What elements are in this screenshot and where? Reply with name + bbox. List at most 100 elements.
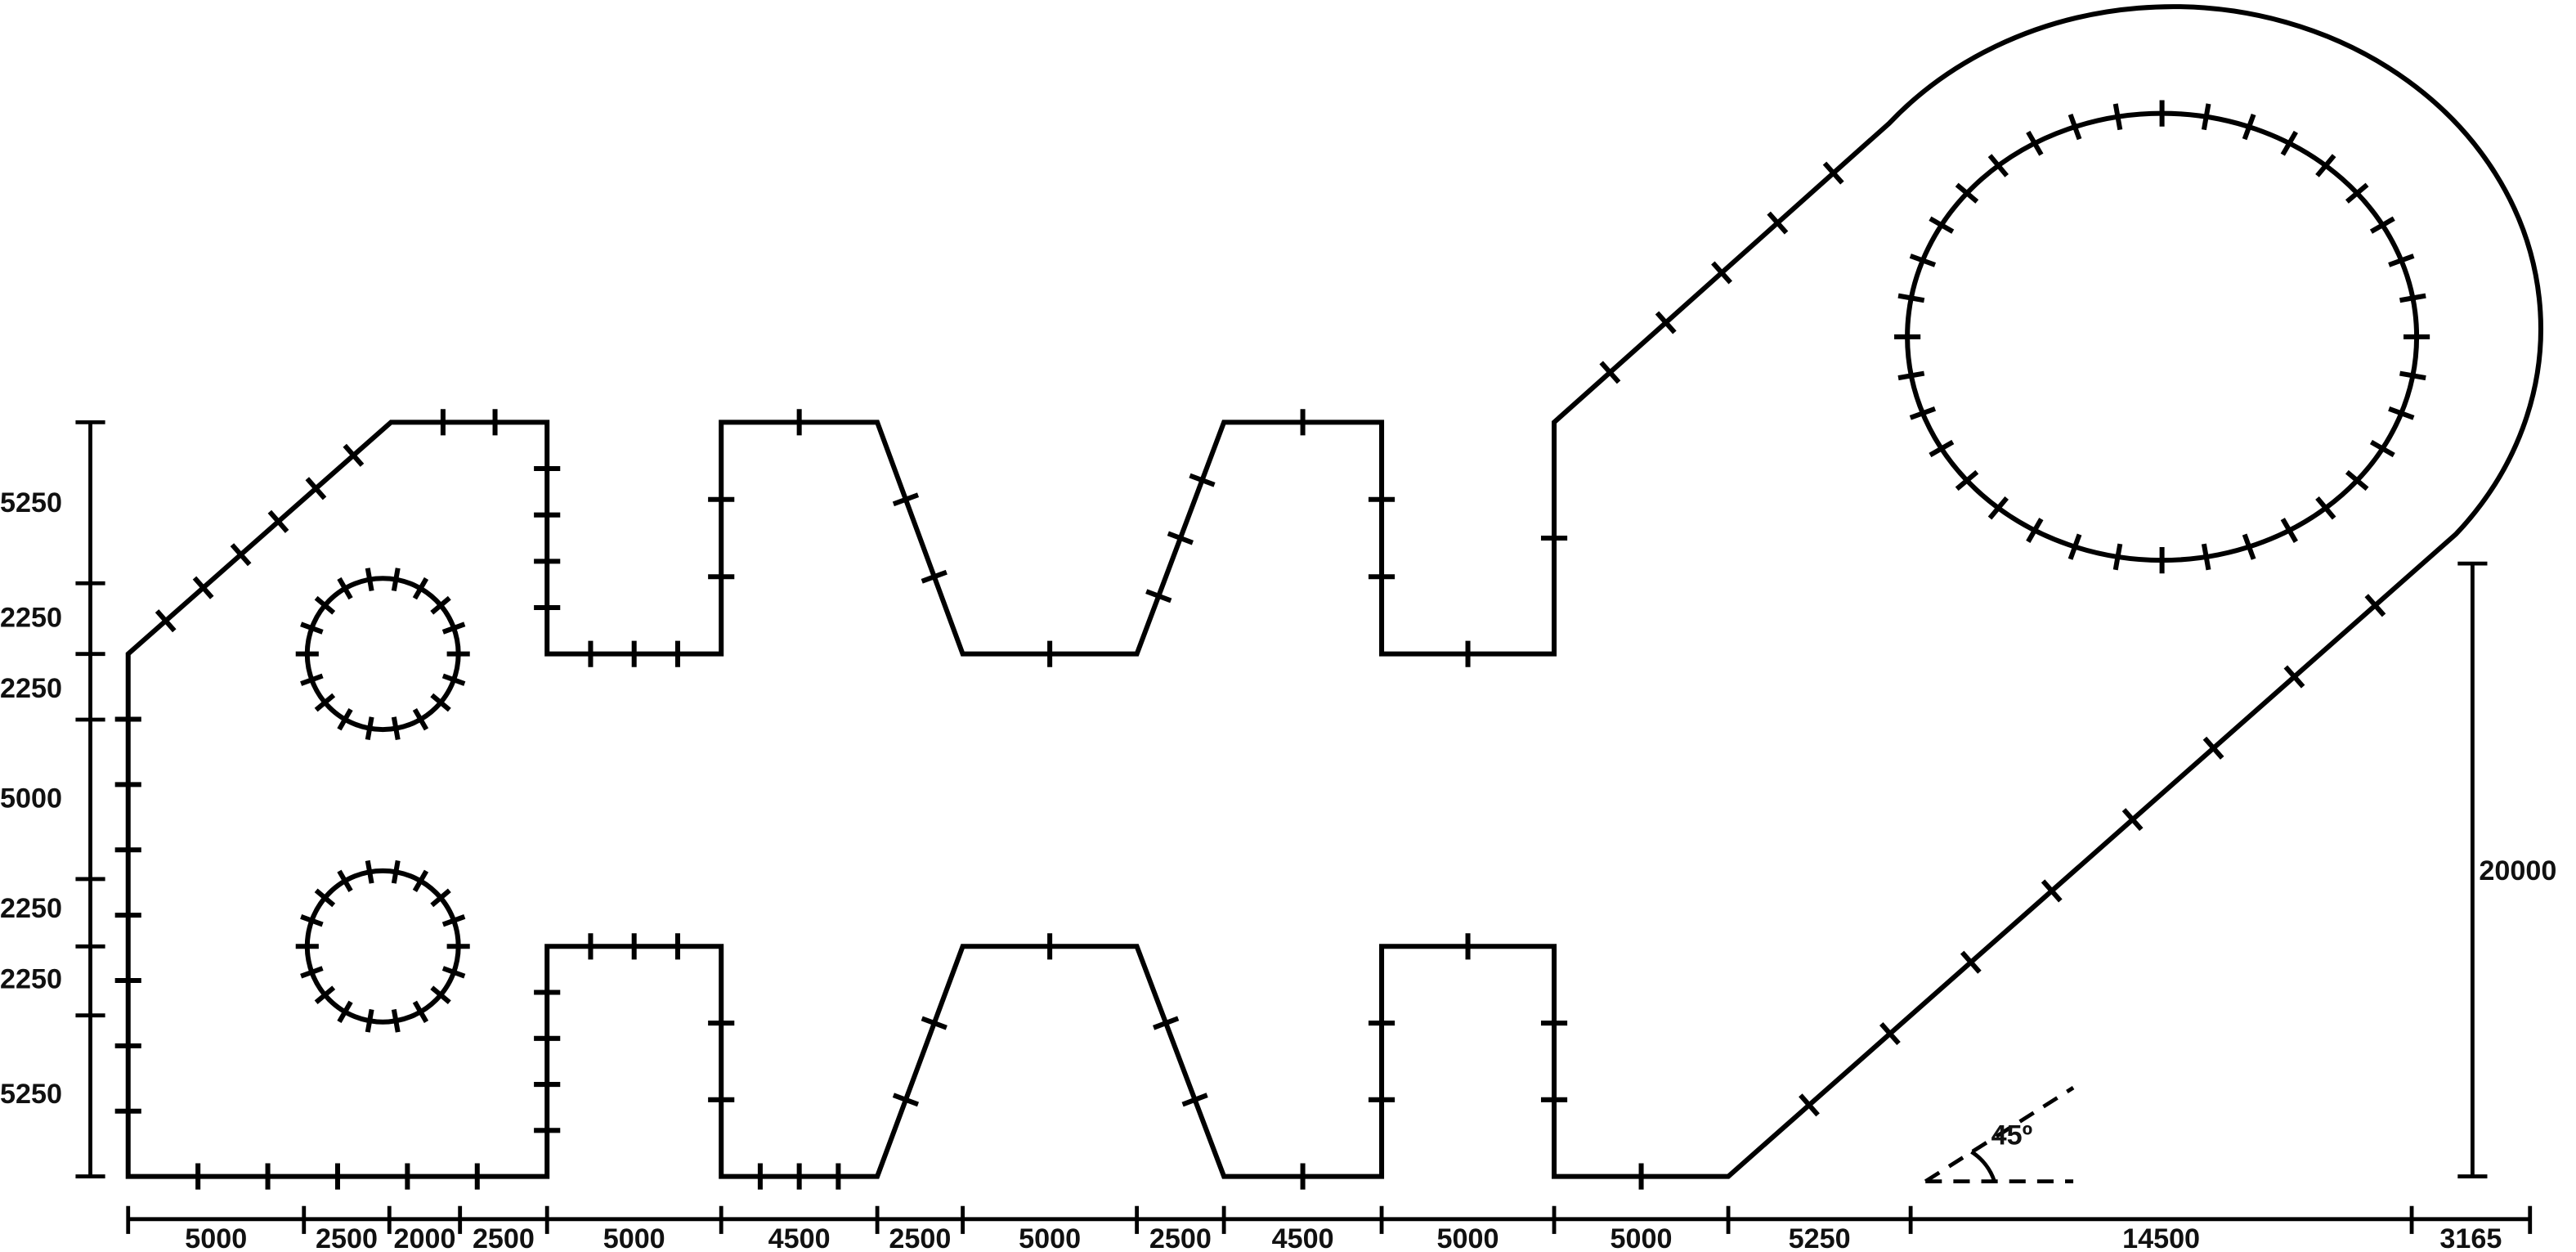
segment-tick (2399, 293, 2426, 303)
segment-tick (314, 985, 336, 1005)
segment-tick (300, 622, 324, 635)
segment-tick (2242, 113, 2256, 141)
left-dimension: 2250 (0, 602, 62, 633)
bottom-dimension: 2500 (889, 1223, 951, 1252)
segment-tick (1987, 154, 2009, 177)
hole (304, 576, 461, 733)
segment-tick (305, 477, 327, 500)
segment-tick (1929, 216, 1955, 234)
segment-tick (892, 1093, 920, 1107)
segment-tick (441, 673, 466, 686)
segment-tick (192, 576, 214, 599)
angle-ray (1924, 1086, 2075, 1183)
segment-tick (1767, 211, 1789, 235)
segment-tick (1987, 496, 2009, 520)
segment-tick (1897, 293, 1925, 303)
left-dimension: 5250 (0, 1079, 62, 1110)
segment-tick (1153, 1016, 1180, 1030)
left-dimension: 2250 (0, 673, 62, 704)
segment-tick (2345, 469, 2369, 491)
segment-tick (2112, 103, 2123, 131)
segment-tick (1655, 311, 1677, 334)
segment-tick (2364, 594, 2386, 617)
segment-tick (2201, 103, 2211, 131)
segment-tick (1909, 254, 1937, 267)
segment-tick (441, 914, 466, 927)
left-dimension: 5000 (0, 783, 62, 814)
segment-tick (365, 1008, 374, 1033)
segment-tick (337, 708, 353, 731)
segment-tick (1167, 531, 1194, 545)
segment-tick (337, 577, 353, 600)
segment-tick (2315, 154, 2336, 177)
segment-tick (314, 693, 336, 712)
segment-tick (2121, 808, 2144, 832)
segment-tick (1955, 182, 1979, 204)
segment-tick (1799, 1093, 1820, 1117)
segment-tick (412, 1000, 429, 1024)
segment-tick (1599, 361, 1621, 384)
left-dimension: 5250 (0, 487, 62, 518)
segment-tick (412, 708, 429, 731)
bottom-dimension: 2500 (1149, 1223, 1212, 1252)
segment-tick (2345, 182, 2369, 204)
segment-tick (2041, 879, 2063, 903)
outline (125, 4, 2543, 1179)
segment-tick (2201, 543, 2211, 571)
segment-tick (441, 622, 466, 635)
segment-tick (337, 1000, 353, 1024)
segment-tick (430, 693, 451, 712)
bottom-dimension: 3165 (2439, 1223, 2502, 1252)
segment-tick (1711, 261, 1732, 285)
segment-tick (1879, 1021, 1901, 1046)
segment-tick (921, 569, 948, 584)
segment-tick (921, 1016, 948, 1030)
left-dimension: 2250 (0, 964, 62, 995)
bottom-dimension: 2500 (473, 1223, 535, 1252)
angle-arc (1970, 1150, 1996, 1182)
segment-tick (2242, 533, 2256, 560)
segment-tick (1189, 473, 1216, 487)
segment-tick (230, 543, 252, 567)
bottom-dimension: 5000 (603, 1223, 665, 1252)
bottom-dimension: 5000 (185, 1223, 247, 1252)
segment-tick (391, 568, 401, 592)
segment-tick (1955, 469, 1979, 491)
bottom-dimension: 5000 (1019, 1223, 1081, 1252)
segment-tick (391, 716, 401, 741)
bottom-dimension: 4500 (1272, 1223, 1334, 1252)
segment-tick (2399, 370, 2426, 381)
segment-tick (300, 673, 324, 686)
bottom-dimension: 2500 (316, 1223, 378, 1252)
right-dimension: 20000 (2479, 855, 2556, 886)
segment-tick (430, 985, 451, 1005)
segment-tick (430, 888, 451, 908)
segment-tick (314, 595, 336, 615)
segment-tick (2388, 254, 2415, 267)
left-dimension: 2250 (0, 893, 62, 924)
segment-tick (2068, 113, 2082, 141)
segment-tick (2202, 736, 2224, 760)
segment-tick (391, 859, 401, 884)
segment-tick (441, 966, 466, 979)
segment-tick (1145, 589, 1172, 604)
segment-tick (1960, 950, 1982, 974)
segment-tick (2283, 665, 2305, 689)
segment-tick (267, 509, 289, 533)
bottom-dimension: 14500 (2122, 1223, 2200, 1252)
segment-tick (2068, 533, 2082, 560)
segment-tick (365, 568, 374, 592)
bottom-dimension: 5000 (1437, 1223, 1499, 1252)
segment-tick (2369, 216, 2395, 234)
segment-tick (337, 869, 353, 892)
bottom-dimension: 5000 (1611, 1223, 1673, 1252)
angle-label: 45º (1991, 1120, 2032, 1151)
segment-tick (412, 577, 429, 600)
segment-tick (2315, 496, 2336, 520)
segment-tick (892, 492, 920, 507)
segment-tick (1181, 1093, 1208, 1107)
segment-tick (300, 914, 324, 927)
segment-tick (155, 609, 177, 633)
segment-tick (314, 888, 336, 908)
